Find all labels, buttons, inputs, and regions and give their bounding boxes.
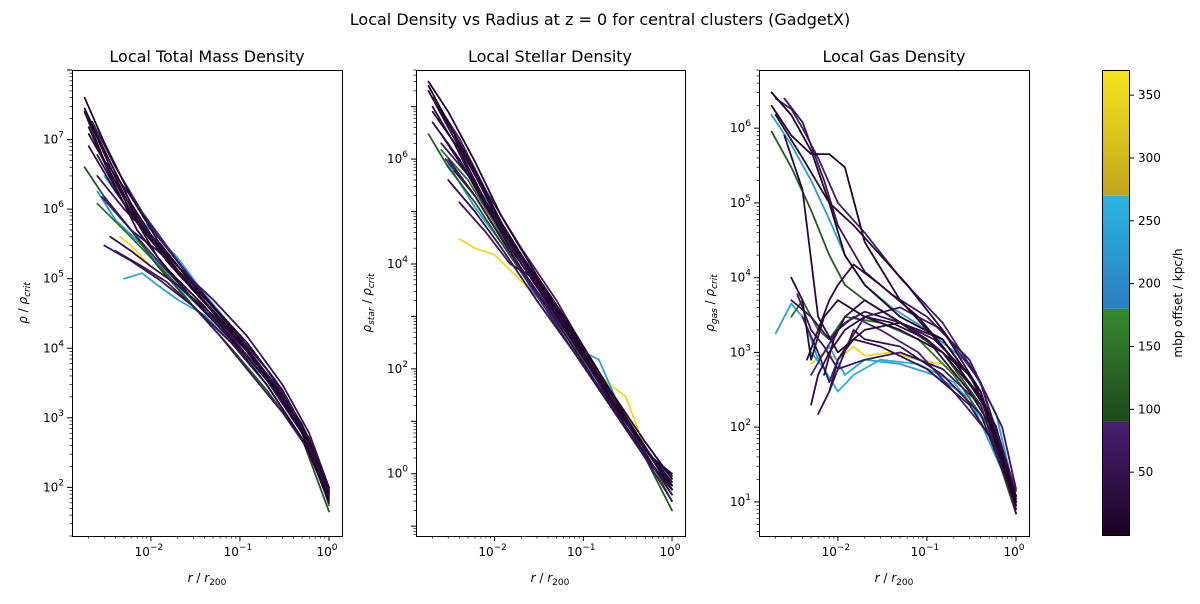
x-axis-label: r / r200 [531, 571, 570, 588]
y-tick-label: 106 [387, 150, 408, 166]
profile-curve [103, 244, 330, 500]
colorbar-band [1102, 421, 1129, 535]
y-tick-label: 104 [730, 269, 751, 285]
x-tick-label: 100 [1003, 543, 1024, 559]
colorbar-ticks: 50 100 150 200 250 300 350 [1129, 88, 1161, 479]
y-ticks: 101 102 103 104 105 106 [730, 69, 759, 533]
profile-curve [427, 133, 673, 512]
y-tick-label: 106 [43, 200, 64, 216]
colorbar-bands [1102, 70, 1129, 535]
profile-curve [810, 351, 1017, 507]
x-ticks: 10−2 10−1 100 [432, 536, 681, 559]
curves [427, 80, 673, 512]
y-axis-label: ρgas / ρcrit [703, 274, 720, 332]
profile-curve [790, 276, 1017, 497]
profile-curve [770, 114, 1017, 500]
y-tick-label: 107 [43, 131, 64, 147]
plot-frame [72, 70, 343, 537]
colorbar-tick-label: 250 [1138, 214, 1161, 228]
colorbar-band [1102, 70, 1129, 196]
x-axis-label: r / r200 [188, 571, 227, 588]
profile-curve [109, 235, 330, 497]
profile-curve [83, 107, 330, 502]
x-tick-label: 100 [316, 543, 337, 559]
y-tick-label: 106 [730, 119, 751, 135]
profile-curve [83, 96, 330, 504]
figure-suptitle: Local Density vs Radius at z = 0 for cen… [349, 10, 851, 29]
profile-curve [783, 97, 1017, 490]
y-ticks: 100 102 104 106 [387, 69, 416, 535]
y-tick-label: 105 [730, 194, 751, 210]
colorbar: 50 100 150 200 250 300 350 mbp offset / kpc/h [1102, 70, 1185, 536]
profile-curve [83, 111, 330, 500]
profile-curve [817, 338, 1017, 515]
y-tick-label: 104 [387, 255, 408, 271]
x-tick-label: 10−1 [224, 543, 253, 559]
y-tick-label: 103 [730, 343, 751, 359]
profile-curve [96, 175, 330, 489]
colorbar-band [1102, 308, 1129, 422]
y-tick-label: 101 [730, 493, 751, 509]
panel-stellar-density: Local Stellar Density 10−2 10−1 100 100 102… [360, 47, 686, 588]
profile-curve [427, 80, 673, 480]
x-tick-label: 100 [660, 543, 681, 559]
y-tick-label: 102 [387, 360, 408, 376]
profile-curve [447, 179, 673, 491]
colorbar-tick-label: 300 [1138, 151, 1161, 165]
panel-title: Local Gas Density [822, 47, 965, 66]
profile-curve [770, 91, 1017, 503]
panel-gas-density: Local Gas Density 10−2 10−1 100 1011021031… [703, 47, 1030, 588]
curves [83, 96, 330, 513]
profile-curve [770, 104, 1017, 507]
colorbar-frame [1102, 70, 1130, 536]
profile-curve [427, 84, 673, 491]
y-tick-label: 104 [43, 339, 64, 355]
colorbar-tick-label: 150 [1138, 339, 1161, 353]
y-tick-label: 100 [387, 465, 408, 481]
profile-curve [783, 134, 1017, 503]
y-ticks: 102 103 104 105 106 107 [43, 69, 72, 537]
y-tick-label: 103 [43, 409, 64, 425]
colorbar-label: mbp offset / kpc/h [1171, 248, 1185, 357]
x-tick-label: 10−1 [567, 543, 596, 559]
x-axis-label: r / r200 [875, 571, 914, 588]
colorbar-tick-label: 100 [1138, 402, 1161, 416]
profile-curve [810, 315, 1017, 507]
x-ticks: 10−2 10−1 100 [775, 536, 1025, 559]
curves [770, 91, 1017, 515]
profile-curve [114, 250, 330, 495]
plot-frame [759, 70, 1030, 537]
profile-curve [96, 202, 330, 507]
colorbar-tick-label: 200 [1138, 277, 1161, 291]
x-tick-label: 10−2 [478, 543, 507, 559]
panel-title: Local Stellar Density [468, 47, 632, 66]
colorbar-band [1102, 195, 1129, 309]
y-axis-label: ρstar / ρcrit [360, 273, 377, 333]
y-tick-label: 105 [43, 270, 64, 286]
profile-curve [123, 272, 330, 495]
panel-title: Local Total Mass Density [109, 47, 304, 66]
colorbar-tick-label: 50 [1138, 465, 1153, 479]
panel-total-mass-density: Local Total Mass Density 10−2 10−1 100 102… [16, 47, 343, 588]
y-axis-label: ρ / ρcrit [16, 282, 33, 324]
y-tick-label: 102 [43, 478, 64, 494]
plot-frame [416, 70, 686, 537]
x-tick-label: 10−2 [822, 543, 851, 559]
colorbar-tick-label: 350 [1138, 88, 1161, 102]
profile-curve [828, 329, 1017, 507]
x-tick-label: 10−1 [911, 543, 940, 559]
x-tick-label: 10−2 [135, 543, 164, 559]
x-ticks: 10−2 10−1 100 [88, 536, 338, 559]
y-tick-label: 102 [730, 418, 751, 434]
profile-curve [774, 114, 1017, 497]
